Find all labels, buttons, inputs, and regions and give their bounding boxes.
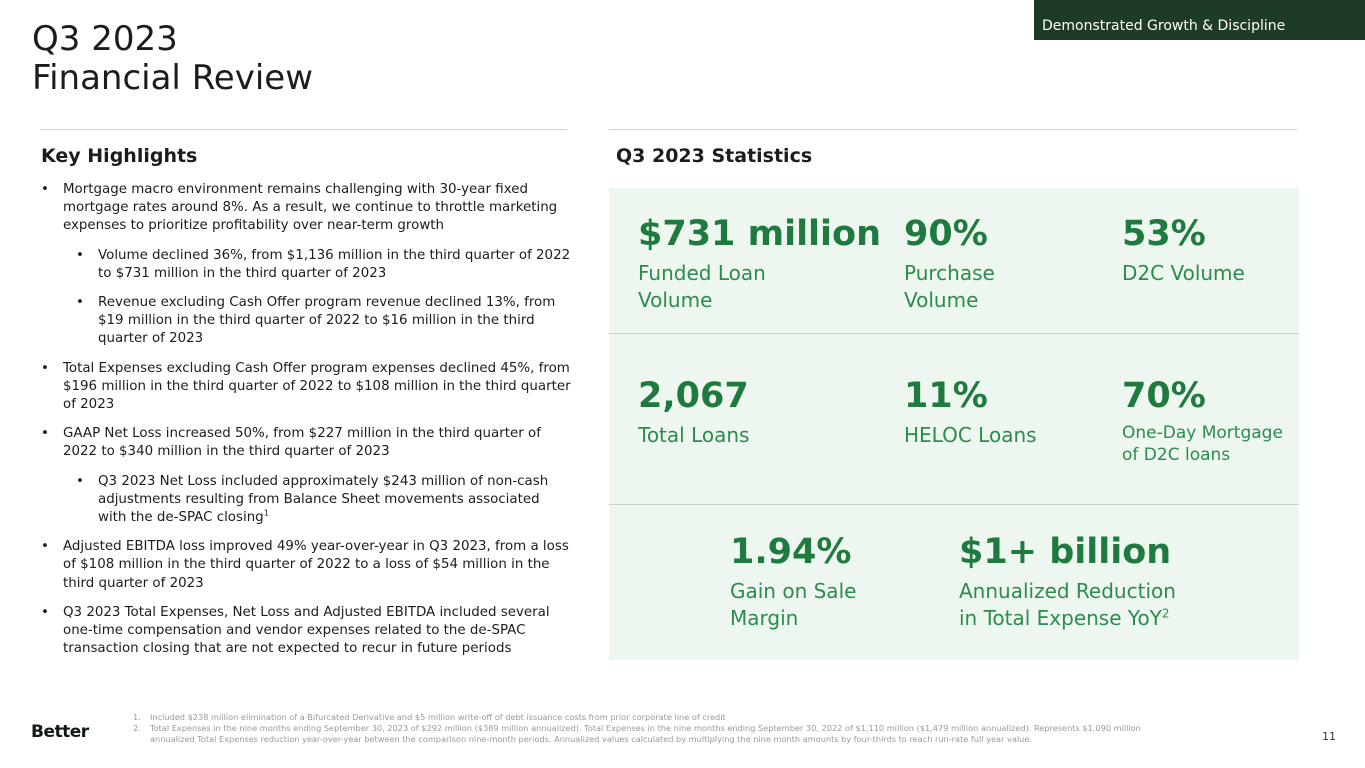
stat-gain-on-sale-margin: 1.94% Gain on Sale Margin <box>730 532 856 632</box>
footnote: 2. Total Expenses in the nine months endi… <box>133 723 1141 744</box>
highlight-item: Total Expenses excluding Cash Offer prog… <box>41 360 571 415</box>
page-number: 11 <box>1322 730 1336 743</box>
title-line-1: Q3 2023 <box>32 19 178 59</box>
highlight-subitem: Q3 2023 Net Loss included approximately … <box>41 473 571 528</box>
stat-label: Total Loans <box>638 423 750 447</box>
stat-heloc-loans: 11% HELOC Loans <box>904 376 1037 449</box>
page-title: Q3 2023 Financial Review <box>32 20 313 98</box>
stat-value: 53% <box>1122 214 1206 254</box>
stat-annualized-reduction: $1+ billion Annualized Reduction in Tota… <box>959 532 1176 632</box>
title-line-2: Financial Review <box>32 58 313 98</box>
highlight-item: Adjusted EBITDA loss improved 49% year-o… <box>41 538 571 593</box>
stat-purchase-volume: 90% Purchase Volume <box>904 214 995 314</box>
right-column-rule <box>609 129 1297 130</box>
statistics-heading: Q3 2023 Statistics <box>616 145 813 167</box>
stat-funded-loan-volume: $731 million Funded Loan Volume <box>638 214 881 314</box>
stat-one-day-mortgage: 70% One-Day Mortgage of D2C loans <box>1122 376 1283 466</box>
key-highlights-list: Mortgage macro environment remains chall… <box>41 181 571 669</box>
stats-divider <box>609 333 1299 334</box>
better-logo: Better <box>31 722 89 742</box>
highlight-item: Mortgage macro environment remains chall… <box>41 181 571 236</box>
statistics-panel: $731 million Funded Loan Volume 90% Purc… <box>609 188 1299 660</box>
stats-divider <box>609 504 1299 505</box>
footnotes: 1. Included $238 million elimination of a… <box>133 712 1143 745</box>
footnote: 1. Included $238 million elimination of a… <box>133 712 726 722</box>
footnote-ref: 1 <box>263 508 269 518</box>
stat-value: $731 million <box>638 214 882 254</box>
stat-label: D2C Volume <box>1122 261 1245 285</box>
stat-label: Purchase Volume <box>904 261 995 312</box>
stat-value: 11% <box>904 376 988 416</box>
stat-value: 90% <box>904 214 988 254</box>
left-column-rule <box>40 129 567 130</box>
section-tag: Demonstrated Growth & Discipline <box>1034 0 1365 40</box>
highlight-subitem: Volume declined 36%, from $1,136 million… <box>41 247 571 283</box>
key-highlights-heading: Key Highlights <box>41 145 198 167</box>
highlight-subitem: Revenue excluding Cash Offer program rev… <box>41 294 571 349</box>
stat-label: Gain on Sale Margin <box>730 579 857 630</box>
stat-label: Annualized Reduction in Total Expense Yo… <box>959 579 1176 630</box>
highlight-item: Q3 2023 Total Expenses, Net Loss and Adj… <box>41 604 571 659</box>
stat-value: 70% <box>1122 376 1206 416</box>
stat-total-loans: 2,067 Total Loans <box>638 376 749 449</box>
footnote-ref: 2 <box>1161 606 1170 621</box>
stat-d2c-volume: 53% D2C Volume <box>1122 214 1245 287</box>
stat-label: HELOC Loans <box>904 423 1037 447</box>
stat-value: $1+ billion <box>959 532 1172 572</box>
stat-value: 2,067 <box>638 376 749 416</box>
stat-label: One-Day Mortgage of D2C loans <box>1122 423 1283 465</box>
stat-value: 1.94% <box>730 532 852 572</box>
stat-label: Funded Loan Volume <box>638 261 766 312</box>
highlight-item: GAAP Net Loss increased 50%, from $227 m… <box>41 425 571 461</box>
